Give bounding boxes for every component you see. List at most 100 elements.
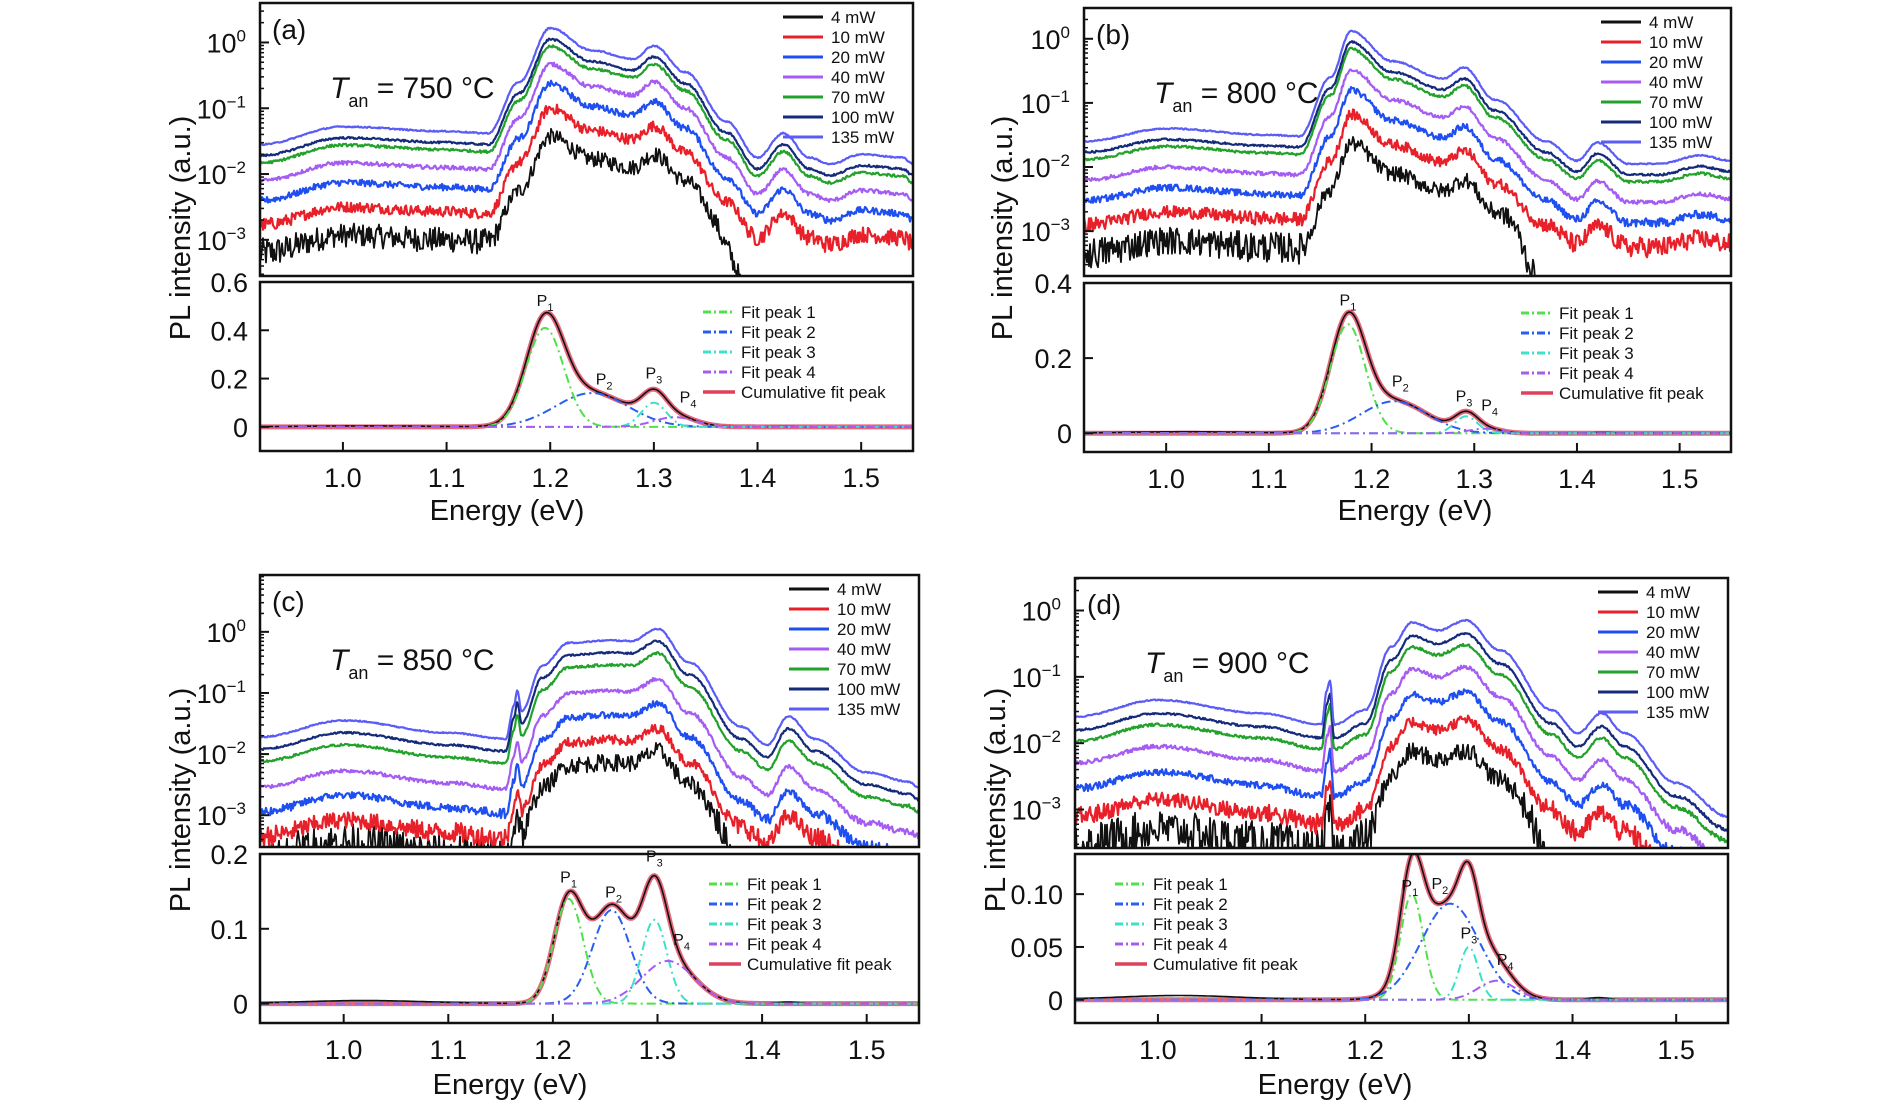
- legend-label: 40 mW: [837, 640, 891, 659]
- legend-label: Fit peak 4: [741, 363, 816, 382]
- bottom-axes-frame: [258, 852, 921, 1025]
- tick-base: 10: [197, 801, 227, 831]
- legend-label: Cumulative fit peak: [741, 383, 886, 402]
- fit-group: [260, 872, 919, 1007]
- y-tick-label: 10−3: [197, 799, 246, 831]
- legend-label: 40 mW: [1646, 643, 1700, 662]
- spectrum-40mw: [260, 676, 919, 840]
- y-tick-label: 10−1: [1012, 661, 1061, 693]
- legend-label: 40 mW: [1649, 73, 1703, 92]
- spectrum-40mw: [260, 61, 913, 203]
- peak-label-p2: P2: [1392, 373, 1409, 394]
- legend-label: 100 mW: [1646, 683, 1709, 702]
- legend-label: 10 mW: [831, 28, 885, 47]
- tick-exponent: −2: [1042, 727, 1061, 746]
- x-tick-label: 1.3: [1450, 1035, 1488, 1065]
- spectrum-70mw: [1084, 46, 1731, 184]
- spectrum-20mw: [1084, 85, 1731, 228]
- top-axes-frame: [1073, 576, 1730, 850]
- x-axis-title: Energy (eV): [433, 1069, 588, 1101]
- spectrum-70mw: [1075, 642, 1728, 845]
- peak-label-p4: P4: [1497, 952, 1514, 973]
- tick-exponent: −3: [227, 799, 246, 818]
- peak-label-letter: P: [596, 372, 607, 389]
- fit-group: [1084, 309, 1731, 436]
- peak-label-letter: P: [1340, 293, 1351, 310]
- y-tick-label: 10−2: [1012, 727, 1061, 759]
- peak-label-p4: P4: [1481, 398, 1498, 419]
- legend-label: 135 mW: [837, 700, 900, 719]
- fit-group: [260, 310, 913, 430]
- legend-label: 100 mW: [831, 108, 894, 127]
- y-tick-label: 0.6: [210, 268, 248, 298]
- x-tick-label: 1.1: [1243, 1035, 1281, 1065]
- legend-label: Fit peak 2: [741, 323, 816, 342]
- peak-label-p3: P3: [646, 848, 663, 869]
- peak-label-p3: P3: [1460, 926, 1477, 947]
- annotation-subscript: an: [348, 663, 368, 683]
- top-axes-frame: [1082, 6, 1733, 278]
- x-tick-label: 1.2: [534, 1035, 572, 1065]
- tick-exponent: −3: [227, 224, 246, 243]
- peak-label-index: 4: [690, 399, 696, 411]
- legend-label: 20 mW: [1646, 623, 1700, 642]
- y-tick-label: 10−2: [197, 158, 246, 190]
- peak-label-index: 2: [1403, 382, 1409, 394]
- y-tick-label: 100: [206, 26, 246, 58]
- peak-label-index: 4: [1492, 407, 1498, 419]
- spectra-group: [1075, 618, 1728, 848]
- peak-label-letter: P: [1431, 876, 1442, 893]
- fit-peak-4-curve: [1075, 979, 1728, 1001]
- peak-label-p3: P3: [1456, 388, 1473, 409]
- peak-label-index: 3: [657, 857, 663, 869]
- tick-base: 10: [1012, 796, 1042, 826]
- x-tick-label: 1.4: [743, 1035, 781, 1065]
- spectrum-10mw: [1075, 714, 1655, 848]
- x-tick-label: 1.2: [1346, 1035, 1384, 1065]
- legend-label: 70 mW: [831, 88, 885, 107]
- legend-label: 135 mW: [1646, 703, 1709, 722]
- y-tick-label: 0: [233, 990, 248, 1020]
- annotation-symbol: T: [1145, 647, 1166, 680]
- peak-label-index: 3: [1471, 935, 1477, 947]
- tick-exponent: −1: [1051, 87, 1070, 106]
- tick-exponent: −2: [227, 158, 246, 177]
- legend-label: 4 mW: [831, 8, 875, 27]
- legend-label: Fit peak 4: [747, 935, 822, 954]
- x-tick-label: 1.4: [739, 463, 777, 493]
- annealing-temperature-label: Tan = 850 °C: [330, 644, 495, 683]
- x-tick-label: 1.3: [1455, 464, 1493, 494]
- annotation-value: = 850 °C: [368, 644, 494, 677]
- y-tick-label: 0: [1057, 419, 1072, 449]
- y-tick-label: 0.2: [210, 365, 248, 395]
- legend-label: 10 mW: [1646, 603, 1700, 622]
- annotation-value: = 750 °C: [368, 72, 494, 105]
- y-tick-label: 10−1: [197, 92, 246, 124]
- tick-base: 10: [1021, 89, 1051, 119]
- fit-peak-3-curve: [260, 401, 913, 428]
- legend-label: Fit peak 1: [1153, 875, 1228, 894]
- bottom-axes-frame: [258, 280, 915, 453]
- spectrum-70mw: [260, 651, 919, 815]
- spectrum-135mw: [260, 627, 919, 789]
- legend-label: 70 mW: [1649, 93, 1703, 112]
- tick-exponent: −3: [1042, 794, 1061, 813]
- annotation-subscript: an: [348, 91, 368, 111]
- y-tick-label: 10−3: [197, 224, 246, 256]
- y-tick-label: 100: [206, 616, 246, 648]
- tick-exponent: 0: [1061, 23, 1070, 42]
- peak-label-index: 1: [1350, 302, 1356, 314]
- bottom-axes-frame: [1073, 852, 1730, 1025]
- spectra-group: [260, 627, 919, 847]
- legend-label: Fit peak 1: [747, 875, 822, 894]
- tick-exponent: 0: [1052, 595, 1061, 614]
- fit-peak-4-curve: [260, 959, 919, 1005]
- legend-label: 100 mW: [837, 680, 900, 699]
- peak-label-letter: P: [1460, 926, 1471, 943]
- peak-label-letter: P: [1392, 373, 1403, 390]
